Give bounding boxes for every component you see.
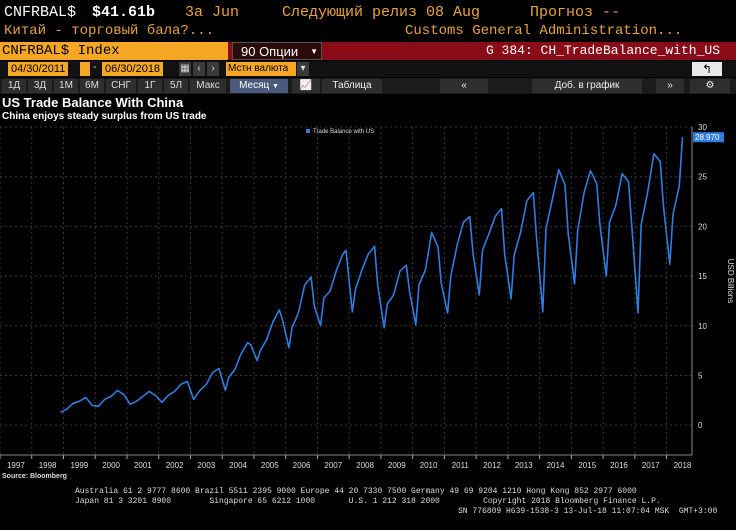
footer-line-1: Australia 61 2 9777 8600 Brazil 5511 239…	[75, 487, 637, 496]
end-date-field[interactable]: 06/30/2018	[102, 62, 164, 76]
date-field-end-cap	[80, 62, 90, 76]
x-tick-label: 2002	[166, 461, 184, 470]
footer-line-2: Japan 81 3 3201 8900 Singapore 65 6212 1…	[75, 497, 661, 506]
last-value-tag	[693, 132, 724, 143]
header-row: CNFRBAL$ $41.61b 3a Jun Следующий релиз …	[0, 2, 736, 24]
period-1y[interactable]: 1Г	[138, 79, 162, 93]
x-tick-label: 1998	[39, 461, 57, 470]
security-ticker[interactable]: CNFRBAL$ Index	[0, 42, 228, 60]
y-axis-label: USD Billions	[726, 259, 735, 303]
line-chart-icon[interactable]: 📈	[292, 79, 320, 93]
x-tick-label: 1999	[70, 461, 88, 470]
x-tick-label: 2001	[134, 461, 152, 470]
graph-label: G 384: CH_TradeBalance_with_US	[485, 43, 720, 58]
frequency-select[interactable]: Месяц ▼	[230, 79, 288, 93]
calendar-icon[interactable]: ▦	[179, 62, 191, 76]
back-arrow-icon[interactable]: ↰	[692, 62, 722, 76]
double-chevron-left-icon[interactable]: «	[440, 79, 488, 93]
dropdown-arrow-icon: ▼	[310, 47, 318, 56]
y-tick-label: 5	[698, 371, 703, 380]
x-tick-label: 1997	[7, 461, 25, 470]
dropdown-arrow-icon[interactable]: ▾	[297, 62, 309, 76]
series-line	[59, 137, 684, 414]
security-bar: CNFRBAL$ Index 90 Опции ▼ G 384: CH_Trad…	[0, 42, 736, 60]
last-value-label: 28.970	[695, 133, 720, 142]
x-tick-label: 2014	[547, 461, 565, 470]
x-tick-label: 2011	[452, 461, 470, 470]
legend-swatch	[306, 129, 310, 133]
x-tick-label: 2013	[515, 461, 533, 470]
footer-line-3: SN 776809 H639-1538-3 13-Jul-18 11:07:04…	[458, 507, 718, 516]
chevron-right-icon[interactable]: ›	[207, 62, 219, 76]
last-value: $41.61b	[92, 4, 156, 21]
period-label: 3a Jun	[185, 4, 240, 21]
line-chart: 0 5 10 15 20 25 30 1997 1998 1999 2000 2001 2002 2003…	[0, 123, 735, 470]
x-tick-label: 2006	[293, 461, 311, 470]
period-5y[interactable]: 5Л	[164, 79, 188, 93]
x-tick-label: 2000	[102, 461, 120, 470]
y-tick-label: 0	[698, 421, 703, 430]
y-tick-label: 10	[698, 322, 707, 331]
source-agency: Customs General Administration...	[405, 23, 683, 39]
chevron-left-icon[interactable]: ‹	[193, 62, 205, 76]
date-separator: -	[93, 61, 97, 73]
period-1m[interactable]: 1М	[54, 79, 78, 93]
currency-label: Мстн валюта	[228, 63, 289, 74]
dropdown-arrow-icon: ▼	[272, 83, 279, 90]
period-max[interactable]: Макс	[190, 79, 226, 93]
gear-icon[interactable]: ⚙	[690, 79, 730, 93]
x-tick-label: 2016	[610, 461, 628, 470]
period-ytd[interactable]: СНГ	[106, 79, 136, 93]
toolbar: 1Д 3Д 1М 6М СНГ 1Г 5Л Макс Месяц ▼ 📈 Таб…	[0, 78, 736, 94]
chart-title: US Trade Balance With China	[2, 95, 184, 110]
y-tick-label: 25	[698, 173, 707, 182]
x-tick-label: 2017	[642, 461, 660, 470]
add-to-chart-button[interactable]: Доб. в график	[532, 79, 642, 93]
x-tick-label: 2015	[578, 461, 596, 470]
y-tick-label: 15	[698, 272, 707, 281]
x-tick-label: 2004	[229, 461, 247, 470]
start-date-field[interactable]: 04/30/2011	[8, 62, 69, 76]
period-3d[interactable]: 3Д	[28, 79, 52, 93]
footer: Australia 61 2 9777 8600 Brazil 5511 239…	[0, 485, 736, 530]
x-tick-label: 2007	[324, 461, 342, 470]
ticker-label: CNFRBAL$	[4, 4, 77, 21]
y-tick-label: 30	[698, 123, 707, 132]
x-tick-label: 2018	[674, 461, 692, 470]
legend-entry: Trade Balance with US	[313, 129, 374, 135]
x-tick-label: 2012	[483, 461, 501, 470]
y-tick-label: 20	[698, 222, 707, 231]
next-release: Следующий релиз 08 Aug	[282, 4, 481, 21]
chart-subtitle: China enjoys steady surplus from US trad…	[2, 111, 207, 122]
description-row: Китай - торговый бала?... Customs Genera…	[0, 22, 736, 42]
forecast-label: Прогноз --	[530, 4, 621, 21]
double-chevron-right-icon[interactable]: »	[656, 79, 684, 93]
table-button[interactable]: Таблица	[322, 79, 382, 93]
source-note: Source: Bloomberg	[2, 473, 67, 480]
period-6m[interactable]: 6М	[80, 79, 104, 93]
x-tick-label: 2003	[197, 461, 215, 470]
x-tick-label: 2008	[356, 461, 374, 470]
x-tick-label: 2009	[388, 461, 406, 470]
options-label: 90 Опции	[241, 44, 299, 59]
description: Китай - торговый бала?...	[4, 23, 215, 39]
currency-select[interactable]: Мстн валюта	[226, 62, 296, 76]
period-1d[interactable]: 1Д	[2, 79, 26, 93]
x-tick-label: 2010	[420, 461, 438, 470]
frequency-label: Месяц	[239, 80, 270, 91]
options-button[interactable]: 90 Опции ▼	[232, 42, 322, 60]
date-row: 04/30/2011 - 06/30/2018 ▦ ‹ › Мстн валют…	[0, 61, 736, 77]
x-tick-label: 2005	[261, 461, 279, 470]
